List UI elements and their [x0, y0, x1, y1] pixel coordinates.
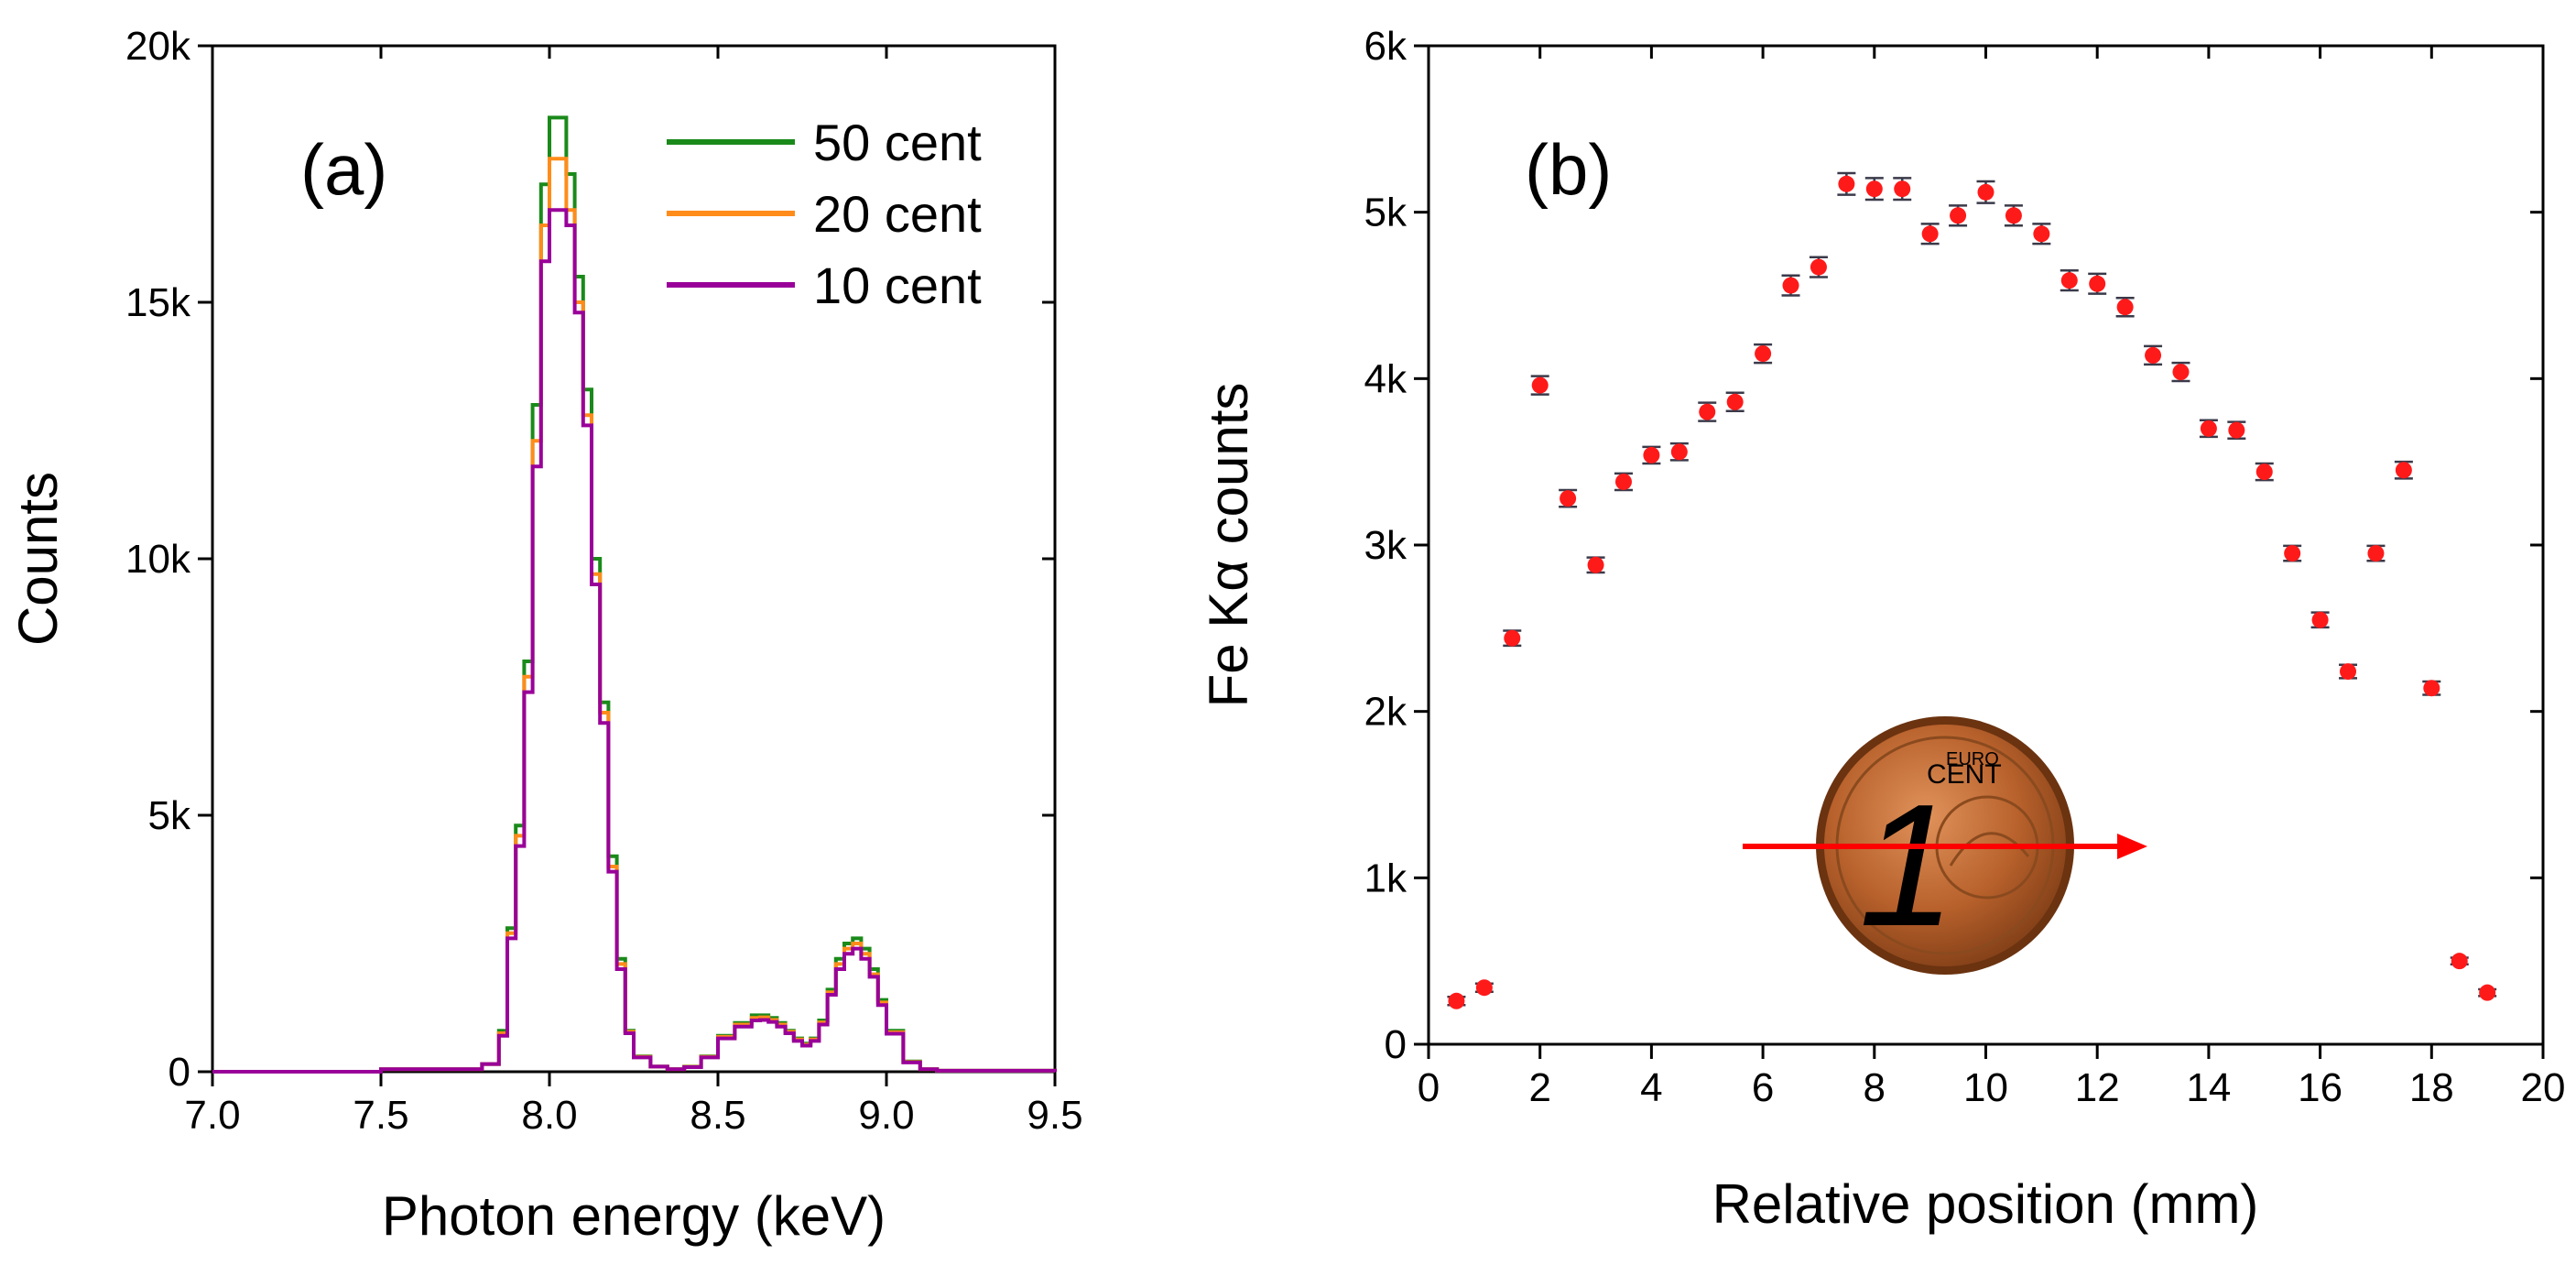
data-point — [2479, 984, 2496, 1001]
data-point — [1755, 345, 1772, 363]
data-point — [1838, 175, 1855, 192]
legend-label: 50 cent — [813, 114, 982, 171]
data-point — [2395, 462, 2412, 479]
y-axis-title: Fe Kα counts — [1198, 383, 1259, 708]
data-point — [1504, 629, 1521, 647]
data-point — [2228, 421, 2245, 439]
data-point — [1950, 207, 1967, 224]
panel-b-y-tick-label: 5k — [1364, 191, 1408, 235]
panel-a-y-tick-label: 15k — [125, 280, 191, 325]
data-point — [1726, 393, 1744, 410]
panel-a-y-tick-label: 10k — [125, 537, 191, 582]
panel-b-x-tick-label: 12 — [2075, 1065, 2120, 1110]
panel-b-label: (b) — [1525, 129, 1612, 210]
data-point — [1782, 277, 1799, 294]
euro-coin-image: 1 EURO CENT — [1816, 716, 2074, 975]
panel-a-label: (a) — [300, 129, 387, 210]
coin-text-middle: CENT — [1927, 759, 2002, 790]
panel-b-x-tick-label: 20 — [2521, 1065, 2566, 1110]
data-point — [2089, 275, 2106, 292]
data-point — [2005, 207, 2022, 224]
legend-label: 10 cent — [813, 256, 982, 314]
panel-b-x-tick-label: 0 — [1418, 1065, 1440, 1110]
legend: 50 cent 20 cent 10 cent — [667, 114, 982, 314]
data-point — [2145, 346, 2162, 364]
coin-text-top: EURO — [1946, 749, 1999, 769]
data-point — [2060, 272, 2078, 289]
data-point — [1894, 180, 1911, 198]
panel-b: 0 2 4 6 8 10 12 14 16 18 20 0 1k 2k 3k 4k 5k 6k 1 EURO CE… — [1198, 24, 2565, 1235]
data-point — [1865, 180, 1883, 198]
data-point — [1810, 258, 1827, 276]
y-axis-title: Counts — [7, 472, 69, 646]
data-point — [2116, 299, 2134, 316]
data-point — [1977, 183, 1994, 201]
data-point — [1587, 556, 1604, 573]
x-axis-title: Photon energy (keV) — [382, 1185, 886, 1247]
panel-b-x-tick-label: 16 — [2298, 1065, 2342, 1110]
data-point — [1475, 979, 1493, 997]
data-point — [1921, 225, 1939, 243]
panel-a-y-tick-label: 5k — [148, 793, 191, 838]
data-point — [1448, 992, 1465, 1009]
x-axis-title: Relative position (mm) — [1712, 1173, 2259, 1235]
data-point — [1699, 403, 1716, 420]
data-point — [1643, 446, 1660, 463]
panel-a-x-tick-label: 9.5 — [1027, 1093, 1082, 1138]
data-point — [2423, 680, 2440, 697]
data-point — [2451, 953, 2468, 970]
data-point — [2311, 611, 2329, 628]
panel-a-y-tick-label: 20k — [125, 24, 191, 69]
panel-b-x-tick-label: 8 — [1864, 1065, 1886, 1110]
panel-b-x-tick-label: 18 — [2409, 1065, 2454, 1110]
panel-b-y-tick-label: 3k — [1364, 523, 1408, 568]
panel-b-x-tick-label: 6 — [1752, 1065, 1774, 1110]
panel-a-x-tick-label: 8.0 — [521, 1093, 577, 1138]
data-point — [2367, 545, 2385, 562]
panel-a-x-tick-label: 8.5 — [690, 1093, 745, 1138]
panel-b-x-tick-label: 4 — [1640, 1065, 1662, 1110]
data-point — [2255, 463, 2273, 481]
panel-b-y-tick-label: 4k — [1364, 356, 1408, 401]
panel-b-x-tick-label: 2 — [1528, 1065, 1550, 1110]
panel-a-x-tick-label: 7.0 — [184, 1093, 240, 1138]
panel-b-y-tick-label: 6k — [1364, 24, 1408, 69]
panel-a: 7.0 7.5 8.0 8.5 9.0 9.5 0 5k 10k 15k 20k (a) 50 ce… — [7, 24, 1083, 1247]
panel-a-y-tick-label: 0 — [168, 1050, 190, 1095]
data-point — [1614, 473, 1632, 490]
series-line — [212, 208, 1057, 1074]
panel-b-y-tick-label: 1k — [1364, 856, 1408, 900]
data-point — [2284, 545, 2301, 562]
data-point — [1560, 490, 1577, 507]
panel-a-x-tick-label: 9.0 — [858, 1093, 914, 1138]
data-point — [2200, 420, 2217, 437]
legend-label: 20 cent — [813, 185, 982, 243]
data-point — [1531, 376, 1549, 394]
data-point — [2033, 225, 2050, 243]
panel-b-y-tick-label: 0 — [1385, 1022, 1407, 1067]
panel-b-y-tick-label: 2k — [1364, 690, 1408, 735]
data-point — [1670, 443, 1688, 461]
data-point — [2172, 364, 2190, 381]
panel-a-x-tick-label: 7.5 — [353, 1093, 408, 1138]
data-point — [2340, 663, 2357, 681]
panel-b-x-tick-label: 14 — [2186, 1065, 2231, 1110]
panel-b-x-tick-label: 10 — [1963, 1065, 2008, 1110]
position-arrow-head — [2117, 834, 2147, 859]
